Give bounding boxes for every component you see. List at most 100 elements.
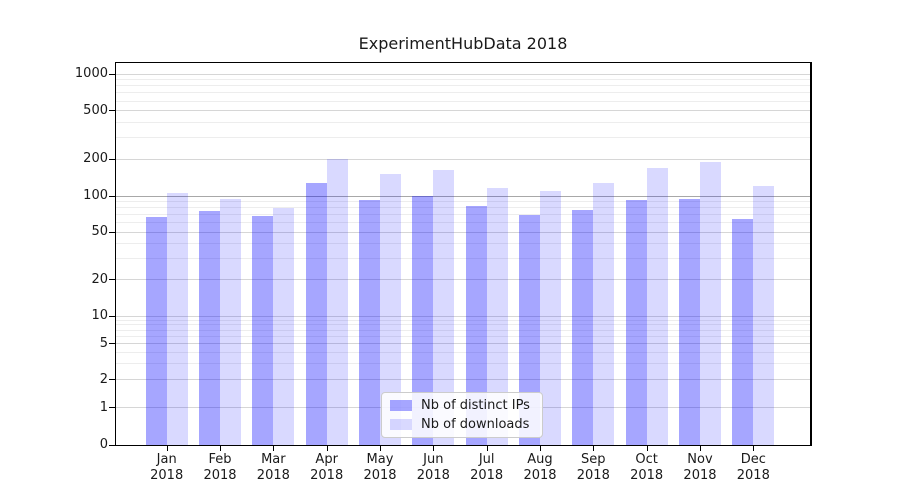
x-tick-label-jun: Jun 2018 [416,452,450,483]
legend-swatch-downloads [390,419,412,430]
right-spine [810,62,812,446]
y-tick-2 [109,379,115,381]
minor-gridline-y-40 [116,243,810,245]
bar-distinct-ips-may [359,200,380,445]
gridline-y-10 [116,315,810,317]
legend-label-distinct-ips: Nb of distinct IPs [421,398,530,413]
x-tick-mar [273,446,275,451]
bar-distinct-ips-jul [465,205,487,445]
bar-downloads-oct [646,167,668,445]
minor-gridline-y-80 [116,207,810,209]
minor-gridline-y-7 [116,329,810,331]
bar-distinct-ips-sep [572,210,594,445]
gridline-y-500 [116,110,810,112]
x-tick-jan [166,446,168,451]
minor-gridline-y-300 [116,137,810,139]
bar-distinct-ips-aug [518,214,540,445]
minor-gridline-y-70 [116,214,810,216]
legend-entry-distinct-ips: Nb of distinct IPs [390,398,542,413]
x-tick-feb [220,446,222,451]
y-tick-1000 [109,73,115,75]
top-spine [115,62,811,63]
legend-swatch-distinct-ips [390,400,412,411]
x-tick-label-feb: Feb 2018 [203,452,237,483]
bar-distinct-ips-dec [732,219,754,445]
left-spine [115,62,116,446]
y-tick-label-200: 200 [83,151,108,167]
minor-gridline-y-8 [116,324,810,326]
y-tick-label-50: 50 [91,224,108,240]
minor-gridline-y-60 [116,222,810,224]
minor-gridline-y-90 [116,200,810,202]
bar-downloads-jul [486,188,508,445]
minor-gridline-y-6 [116,335,810,337]
x-tick-aug [539,446,541,451]
x-tick-label-mar: Mar 2018 [256,452,290,483]
x-tick-sep [593,446,595,451]
x-tick-nov [699,446,701,451]
y-tick-label-10: 10 [91,308,108,323]
minor-gridline-y-600 [116,100,810,102]
minor-gridline-y-800 [116,85,810,87]
bar-downloads-jan [166,193,188,445]
x-tick-label-may: May 2018 [363,452,397,483]
gridline-y-2 [116,379,810,381]
x-tick-jun [433,446,435,451]
y-tick-label-5: 5 [99,335,108,351]
x-tick-label-jan: Jan 2018 [150,452,184,483]
bar-distinct-ips-mar [252,216,274,445]
bar-distinct-ips-apr [305,183,327,445]
bar-downloads-nov [699,161,721,445]
minor-gridline-y-900 [116,79,810,81]
legend-label-downloads: Nb of downloads [421,417,530,432]
y-tick-10 [109,315,115,317]
y-tick-label-1000: 1000 [74,66,108,81]
x-tick-apr [326,446,328,451]
y-tick-500 [109,110,115,112]
legend-entry-downloads: Nb of downloads [390,417,542,432]
bar-distinct-ips-jan [145,216,167,445]
legend: Nb of distinct IPs Nb of downloads [381,392,543,438]
y-tick-label-20: 20 [91,271,108,287]
y-tick-200 [109,158,115,160]
y-tick-50 [109,231,115,233]
minor-gridline-y-400 [116,122,810,124]
x-tick-oct [646,446,648,451]
bar-downloads-sep [593,182,615,445]
gridline-y-20 [116,279,810,281]
bar-downloads-may [380,173,401,445]
gridline-y-50 [116,231,810,233]
bar-downloads-jun [433,169,455,445]
y-tick-100 [109,195,115,197]
minor-gridline-y-9 [116,319,810,321]
y-tick-label-100: 100 [83,188,108,203]
gridline-y-200 [116,158,810,160]
x-tick-may [380,446,381,451]
x-tick-label-nov: Nov 2018 [683,452,717,483]
y-tick-label-500: 500 [83,102,108,118]
y-tick-0 [109,444,115,446]
gridline-y-1000 [116,73,810,75]
bar-distinct-ips-nov [678,199,700,445]
bar-downloads-apr [326,159,348,445]
bar-downloads-aug [539,190,561,445]
x-tick-dec [753,446,755,451]
x-tick-jul [486,446,488,451]
y-tick-1 [109,407,115,408]
y-tick-5 [109,343,115,345]
gridline-y-100 [116,195,810,197]
x-tick-label-dec: Dec 2018 [736,452,770,483]
chart-title: ExperimentHubData 2018 [358,34,568,53]
bottom-spine [115,445,811,447]
bar-downloads-feb [220,199,242,445]
y-tick-label-0: 0 [99,437,108,452]
bar-distinct-ips-oct [625,199,647,445]
y-tick-label-1: 1 [99,399,108,415]
y-tick-label-2: 2 [99,371,108,387]
minor-gridline-y-30 [116,258,810,260]
x-tick-label-sep: Sep 2018 [576,452,610,483]
bar-downloads-dec [753,186,775,445]
x-tick-label-oct: Oct 2018 [630,452,664,483]
y-tick-20 [109,279,115,281]
